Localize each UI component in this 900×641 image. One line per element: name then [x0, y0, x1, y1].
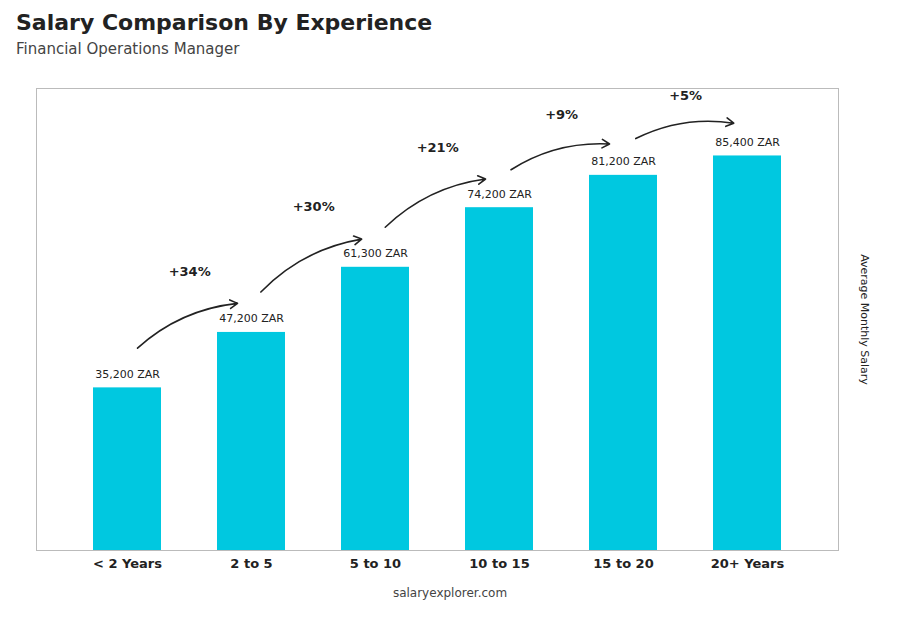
svg-text:85,400 ZAR: 85,400 ZAR	[715, 136, 780, 149]
svg-text:47,200 ZAR: 47,200 ZAR	[219, 312, 284, 325]
svg-text:< 2 Years: < 2 Years	[93, 556, 162, 571]
svg-text:10 to 15: 10 to 15	[469, 556, 529, 571]
svg-text:+34%: +34%	[169, 264, 211, 279]
svg-text:+9%: +9%	[545, 107, 578, 122]
html-text:Salary Comparison By Experienc: Salary Comparison By Experience	[16, 10, 433, 35]
svg-text:+30%: +30%	[293, 199, 335, 214]
svg-text:2 to 5: 2 to 5	[230, 556, 272, 571]
svg-text:+5%: +5%	[669, 88, 702, 103]
svg-text:61,300 ZAR: 61,300 ZAR	[343, 247, 408, 260]
svg-text:Average Monthly Salary: Average Monthly Salary	[858, 254, 871, 385]
svg-text:35,200 ZAR: 35,200 ZAR	[95, 368, 160, 381]
svg-text:20+ Years: 20+ Years	[711, 556, 785, 571]
svg-text:81,200 ZAR: 81,200 ZAR	[591, 155, 656, 168]
svg-text:15 to 20: 15 to 20	[593, 556, 653, 571]
svg-text:+21%: +21%	[417, 140, 459, 155]
html-text:salaryexplorer.com: salaryexplorer.com	[392, 586, 508, 600]
svg-text:5 to 10: 5 to 10	[350, 556, 401, 571]
html-text:Financial Operations Manager: Financial Operations Manager	[16, 40, 240, 58]
svg-text:74,200 ZAR: 74,200 ZAR	[467, 188, 532, 201]
